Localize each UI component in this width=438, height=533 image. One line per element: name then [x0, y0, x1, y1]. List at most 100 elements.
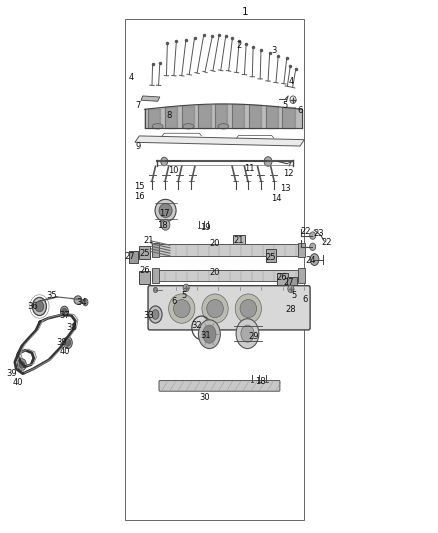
Circle shape	[288, 285, 294, 293]
Text: 22: 22	[321, 238, 332, 247]
Text: 34: 34	[77, 298, 87, 307]
Text: 33: 33	[144, 311, 154, 320]
Text: 35: 35	[46, 292, 57, 300]
Text: 39: 39	[56, 338, 67, 346]
Text: 23: 23	[313, 229, 324, 238]
Polygon shape	[141, 96, 160, 101]
Text: 3: 3	[271, 46, 276, 55]
Ellipse shape	[32, 297, 46, 316]
Bar	[287, 277, 297, 289]
Text: 5: 5	[291, 292, 297, 300]
Text: 22: 22	[300, 228, 311, 236]
Text: 36: 36	[28, 302, 38, 311]
FancyBboxPatch shape	[159, 381, 280, 391]
Text: 11: 11	[244, 165, 255, 173]
Text: 40: 40	[60, 348, 70, 356]
Text: 20: 20	[209, 239, 220, 248]
Text: 21: 21	[144, 237, 154, 245]
Text: 2: 2	[236, 41, 241, 50]
Text: 14: 14	[271, 194, 281, 203]
Circle shape	[310, 232, 316, 239]
Bar	[139, 246, 150, 259]
Ellipse shape	[64, 337, 72, 349]
Text: 16: 16	[134, 192, 145, 200]
Circle shape	[19, 361, 25, 368]
Ellipse shape	[155, 199, 176, 222]
Text: 6: 6	[172, 297, 177, 306]
Ellipse shape	[240, 300, 257, 318]
Ellipse shape	[159, 204, 172, 217]
Ellipse shape	[198, 320, 220, 349]
Text: 18: 18	[255, 377, 266, 385]
Ellipse shape	[152, 310, 159, 319]
Circle shape	[161, 157, 168, 166]
Text: 21: 21	[233, 237, 244, 245]
Ellipse shape	[207, 300, 223, 318]
Circle shape	[264, 157, 272, 166]
Text: 4: 4	[289, 77, 294, 85]
Text: 40: 40	[12, 378, 23, 387]
Ellipse shape	[149, 306, 162, 323]
Text: 17: 17	[159, 209, 170, 217]
Text: 28: 28	[285, 305, 296, 313]
Ellipse shape	[235, 294, 261, 323]
Ellipse shape	[173, 300, 190, 318]
Bar	[152, 270, 298, 281]
Ellipse shape	[218, 124, 229, 129]
Bar	[298, 268, 305, 283]
Text: 25: 25	[139, 249, 150, 257]
Ellipse shape	[74, 296, 82, 304]
Text: 26: 26	[276, 273, 287, 281]
Text: 9: 9	[135, 142, 141, 150]
Bar	[152, 244, 298, 256]
Text: 27: 27	[283, 278, 293, 287]
Ellipse shape	[169, 294, 195, 323]
Text: 5: 5	[282, 101, 287, 110]
Text: 6: 6	[303, 295, 308, 304]
Bar	[233, 235, 245, 248]
Ellipse shape	[152, 124, 163, 129]
Ellipse shape	[202, 294, 228, 323]
Ellipse shape	[203, 325, 216, 343]
Text: 6: 6	[297, 106, 303, 115]
Text: 32: 32	[191, 321, 201, 329]
FancyBboxPatch shape	[148, 286, 310, 330]
Circle shape	[65, 339, 71, 346]
Text: 18: 18	[157, 222, 167, 230]
Circle shape	[161, 220, 170, 230]
Ellipse shape	[183, 124, 194, 129]
Text: 26: 26	[139, 266, 150, 274]
Text: 27: 27	[124, 253, 134, 261]
Bar	[298, 243, 305, 257]
Bar	[139, 271, 150, 284]
Text: 29: 29	[249, 333, 259, 341]
Circle shape	[183, 284, 189, 292]
Text: 39: 39	[7, 369, 17, 377]
Text: 15: 15	[134, 182, 145, 191]
Text: 7: 7	[135, 101, 141, 110]
Ellipse shape	[60, 306, 68, 317]
Ellipse shape	[18, 359, 26, 370]
Bar	[152, 268, 159, 283]
Ellipse shape	[241, 325, 254, 342]
Circle shape	[310, 243, 316, 251]
Text: 12: 12	[283, 169, 293, 177]
Bar	[129, 251, 138, 263]
Ellipse shape	[310, 254, 319, 265]
Circle shape	[35, 301, 44, 312]
Text: 37: 37	[60, 311, 70, 320]
Text: 24: 24	[306, 256, 316, 264]
Text: 20: 20	[209, 269, 220, 277]
Bar	[266, 249, 276, 262]
Text: 25: 25	[266, 254, 276, 262]
Text: 10: 10	[168, 166, 178, 175]
Text: 8: 8	[166, 111, 171, 119]
Text: 38: 38	[66, 324, 77, 332]
Bar	[125, 19, 304, 520]
Text: 5: 5	[181, 292, 187, 300]
Text: 13: 13	[280, 184, 290, 192]
Polygon shape	[135, 136, 304, 146]
Text: 30: 30	[199, 393, 210, 401]
Text: 31: 31	[201, 332, 211, 340]
Text: 19: 19	[200, 223, 210, 231]
